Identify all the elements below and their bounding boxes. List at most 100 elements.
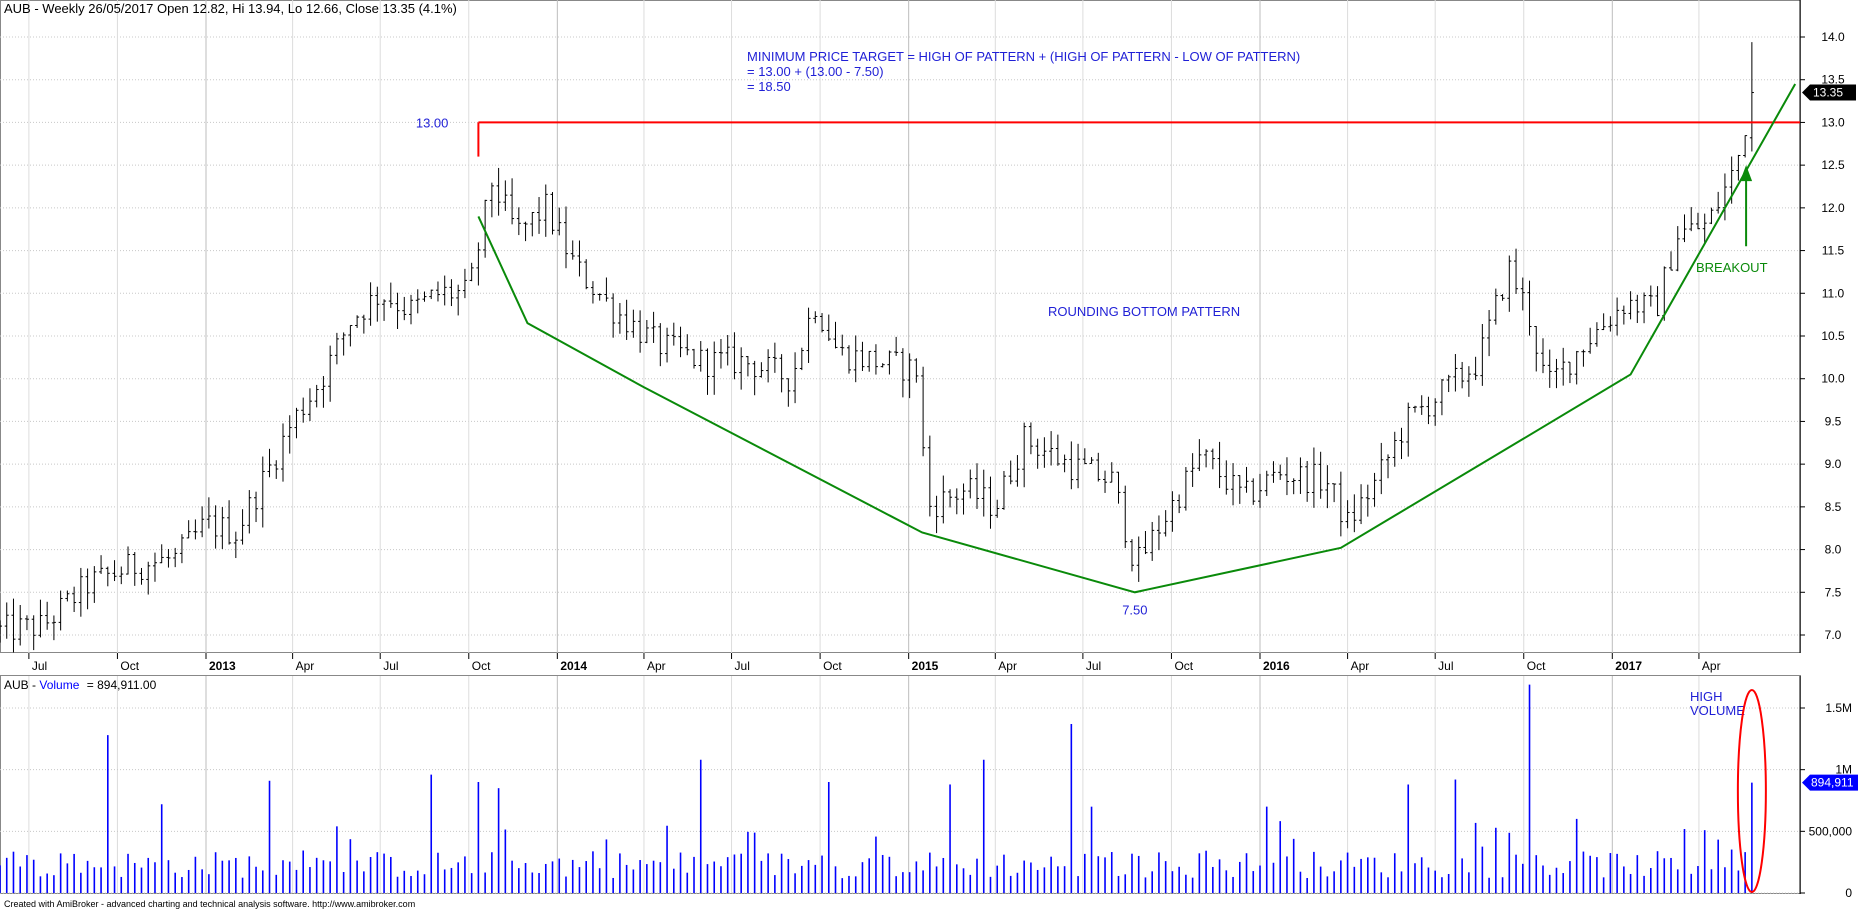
time-tick-label: Oct	[1174, 659, 1193, 673]
price-bar	[611, 293, 616, 338]
price-bar	[368, 282, 373, 326]
price-bar	[1096, 452, 1101, 482]
price-bar	[1305, 461, 1310, 502]
price-tick-label: 14.0	[1821, 30, 1845, 44]
price-bar	[1574, 350, 1579, 385]
target-line-2: = 13.00 + (13.00 - 7.50)	[747, 64, 884, 79]
breakout-arrow	[1740, 165, 1753, 247]
price-bar	[1035, 438, 1040, 469]
price-bar	[260, 456, 265, 528]
footer-credit: Created with AmiBroker - advanced charti…	[4, 899, 416, 909]
price-bar	[1621, 305, 1626, 325]
price-tick-label: 10.0	[1821, 372, 1845, 386]
price-bar	[826, 314, 831, 342]
price-bar	[954, 488, 959, 515]
price-bar	[1500, 294, 1505, 301]
price-bar	[799, 347, 804, 371]
price-bar	[671, 322, 676, 346]
price-bar	[1150, 521, 1155, 561]
price-tick-label: 8.0	[1825, 543, 1842, 557]
price-bar	[348, 324, 353, 347]
price-bar	[631, 309, 636, 338]
price-bar	[11, 598, 16, 653]
price-bar	[200, 506, 205, 538]
volume-header-value: = 894,911.00	[87, 678, 157, 692]
price-bar	[1284, 457, 1289, 496]
price-bar	[1669, 251, 1674, 271]
price-bar	[1412, 405, 1417, 413]
price-bar	[1318, 451, 1323, 499]
time-tick-label: 2017	[1615, 659, 1642, 673]
price-bar	[1210, 448, 1215, 470]
price-bar	[1143, 530, 1148, 555]
time-tick-label: Apr	[647, 659, 666, 673]
price-bar	[975, 463, 980, 509]
price-bar	[435, 281, 440, 302]
price-bar	[361, 314, 366, 334]
price-bar	[995, 499, 1000, 518]
price-bar	[1487, 310, 1492, 357]
time-tick-label: Jul	[1086, 659, 1101, 673]
price-bar	[31, 615, 36, 651]
price-bar	[1231, 463, 1236, 506]
price-bar	[1008, 460, 1013, 485]
price-bar	[1311, 447, 1316, 508]
price-bar	[907, 353, 912, 399]
time-tick-label: Oct	[823, 659, 842, 673]
price-bar	[1453, 354, 1458, 392]
price-bar	[1170, 491, 1175, 532]
price-bar	[523, 221, 528, 242]
price-bar	[1372, 472, 1377, 507]
price-bar	[301, 397, 306, 423]
price-bar	[24, 615, 29, 631]
price-bar	[1365, 484, 1370, 517]
high-volume-label-line-1: HIGH	[1690, 689, 1723, 704]
price-bar	[590, 281, 595, 304]
price-bar	[422, 291, 427, 302]
price-bar	[1042, 437, 1047, 468]
high-volume-ellipse	[1736, 689, 1767, 893]
price-tick-label: 10.5	[1821, 329, 1845, 343]
price-bars	[0, 42, 1754, 653]
price-tick-label: 12.0	[1821, 201, 1845, 215]
price-bar	[307, 388, 312, 422]
time-tick-label: Oct	[120, 659, 139, 673]
price-bar	[1022, 422, 1027, 488]
price-bar	[254, 491, 259, 523]
price-bar	[1628, 291, 1633, 320]
price-bar	[1743, 135, 1748, 158]
price-bar	[496, 167, 501, 216]
price-bar	[873, 344, 878, 375]
price-bar	[382, 299, 387, 321]
price-bar	[18, 604, 23, 646]
price-bar	[1399, 427, 1404, 460]
price-bar	[617, 303, 622, 334]
high-volume-label-line-2: VOLUME	[1690, 703, 1745, 718]
volume-header: AUB - Volume = 894,911.00	[4, 678, 157, 692]
price-bar	[395, 292, 400, 330]
price-bar	[516, 207, 521, 236]
price-bar	[1251, 478, 1256, 505]
price-bar	[72, 586, 77, 613]
price-bar	[92, 566, 97, 603]
time-tick-label: Oct	[472, 659, 491, 673]
price-bar	[1695, 212, 1700, 230]
price-bar	[1237, 475, 1242, 504]
price-bar	[1702, 213, 1707, 245]
price-bar	[846, 345, 851, 374]
price-bar	[988, 476, 993, 529]
price-bar	[456, 284, 461, 316]
price-bar	[833, 321, 838, 349]
price-bar	[4, 602, 9, 639]
price-bar	[139, 567, 144, 585]
price-bar	[806, 307, 811, 363]
pattern-label: ROUNDING BOTTOM PATTERN	[1048, 304, 1240, 319]
price-bar	[1049, 431, 1054, 466]
price-bar	[1325, 465, 1330, 509]
price-tick-label: 12.5	[1821, 158, 1845, 172]
price-bar	[786, 378, 791, 407]
price-bar	[813, 311, 818, 324]
price-bar	[1419, 395, 1424, 415]
grid-lines	[0, 0, 1800, 893]
price-bar	[510, 178, 515, 225]
